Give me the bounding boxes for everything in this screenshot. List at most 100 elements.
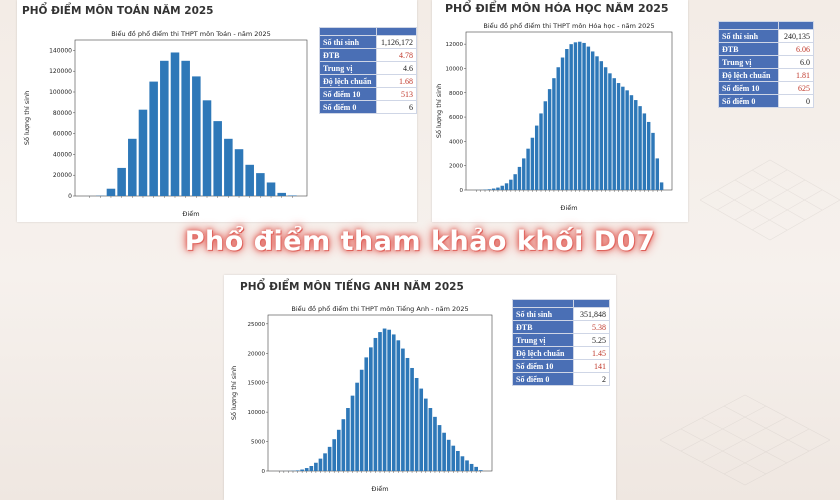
bar [224, 138, 233, 196]
stats-label: Số thí sinh [319, 35, 377, 49]
stats-table-chemistry: Số thí sinh 240,135 ĐTB 6.06 Trung vị 6.0 Độ l… [718, 21, 815, 108]
bar [590, 51, 595, 190]
bar [651, 132, 655, 190]
bar [573, 42, 578, 191]
y-tick-label: 25000 [248, 322, 266, 328]
bar [437, 425, 442, 471]
bar [202, 100, 212, 196]
stats-label: Số điểm 0 [718, 94, 779, 108]
stats-label: Trung vị [319, 61, 377, 75]
y-tick-label: 80000 [53, 110, 72, 117]
chart-title: Biểu đồ phổ điểm thi THPT môn Tiếng Anh … [291, 304, 468, 313]
bar [245, 164, 254, 196]
bar [526, 148, 530, 190]
y-tick-label: 0 [262, 469, 266, 475]
bar [460, 456, 465, 471]
bar [543, 101, 548, 190]
bar [309, 465, 314, 471]
x-axis-label: Điểm [560, 203, 577, 212]
bar [396, 340, 401, 471]
bar [608, 73, 612, 190]
stats-label: Số điểm 0 [319, 100, 377, 114]
y-tick-label: 120000 [49, 68, 72, 75]
stats-label: Số điểm 10 [718, 81, 779, 95]
panel-title-math: PHỔ ĐIỂM MÔN TOÁN NĂM 2025 [22, 5, 214, 17]
bar [586, 46, 591, 190]
bar [578, 41, 582, 190]
y-axis-label: Số lượng thí sinh [23, 91, 31, 145]
bar [355, 382, 359, 471]
bar [456, 450, 460, 471]
bar [634, 100, 638, 190]
bar [387, 329, 391, 471]
bar [659, 182, 664, 190]
stats-header-cell [718, 21, 779, 30]
bar [433, 416, 437, 471]
stats-row: Số điểm 10 513 [319, 87, 418, 101]
bar [625, 90, 629, 190]
bar [595, 56, 599, 190]
stats-label: ĐTB [512, 320, 574, 334]
bar [446, 439, 451, 471]
bar [534, 125, 539, 190]
stats-table-english: Số thí sinh 351,848 ĐTB 5.38 Trung vị 5.25 Độ … [512, 299, 611, 386]
y-tick-label: 100000 [49, 89, 72, 96]
bar [213, 121, 222, 196]
bar [359, 369, 364, 471]
stats-row: Số điểm 10 625 [718, 81, 815, 95]
panel-math: PHỔ ĐIỂM MÔN TOÁN NĂM 2025 Biểu đồ phổ đ… [17, 0, 418, 222]
bar [318, 458, 323, 471]
stats-label: Trung vị [718, 55, 779, 69]
y-tick-label: 20000 [248, 351, 266, 357]
y-tick-label: 0 [68, 193, 72, 200]
stats-header-cell [375, 27, 418, 36]
bar [474, 466, 479, 471]
stats-value: 1.81 [777, 68, 815, 82]
bar [565, 49, 569, 191]
bar [149, 81, 158, 196]
bar [391, 334, 396, 471]
bar [487, 189, 492, 190]
bar [288, 195, 297, 196]
stats-label: Số thí sinh [718, 29, 779, 43]
bar [234, 149, 244, 196]
bar [300, 469, 304, 471]
stats-label: Số điểm 0 [512, 372, 574, 386]
y-tick-label: 5000 [251, 440, 265, 446]
panel-english: PHỔ ĐIỂM MÔN TIẾNG ANH NĂM 2025 Biểu đồ … [224, 275, 616, 500]
bar [504, 183, 509, 190]
bar [478, 470, 483, 471]
stats-value: 2 [572, 372, 611, 386]
bar [160, 60, 169, 196]
stats-value: 240,135 [777, 29, 815, 43]
bar [323, 453, 327, 471]
stats-value: 4.6 [375, 61, 418, 75]
bar [465, 460, 469, 471]
bar [373, 337, 378, 471]
y-axis-label: Số lượng thí sinh [230, 366, 238, 420]
stats-row: Độ lệch chuẩn 1.45 [512, 346, 611, 360]
bar [552, 78, 556, 190]
y-tick-label: 6000 [449, 115, 463, 121]
bar [638, 106, 642, 190]
stats-label: ĐTB [718, 42, 779, 56]
bar [192, 76, 201, 196]
stats-row: Số thí sinh 240,135 [718, 29, 815, 43]
histogram-english: Biểu đồ phổ điểm thi THPT môn Tiếng Anh … [230, 304, 493, 493]
bar [106, 188, 116, 196]
plot-frame [465, 31, 673, 191]
bar [341, 419, 346, 471]
bar [350, 395, 355, 471]
bar [646, 121, 651, 190]
bar [414, 377, 419, 471]
bar [556, 67, 560, 190]
stats-label: Số thí sinh [512, 307, 574, 321]
bar [378, 332, 382, 471]
panel-chemistry: PHỔ ĐIỂM MÔN HÓA HỌC NĂM 2025 Biểu đồ ph… [432, 0, 688, 222]
stats-label: Độ lệch chuẩn [718, 68, 779, 82]
stats-value: 5.25 [572, 333, 611, 347]
panel-title-chemistry: PHỔ ĐIỂM MÔN HÓA HỌC NĂM 2025 [445, 2, 669, 15]
stats-value: 6.0 [777, 55, 815, 69]
bar [491, 188, 496, 190]
